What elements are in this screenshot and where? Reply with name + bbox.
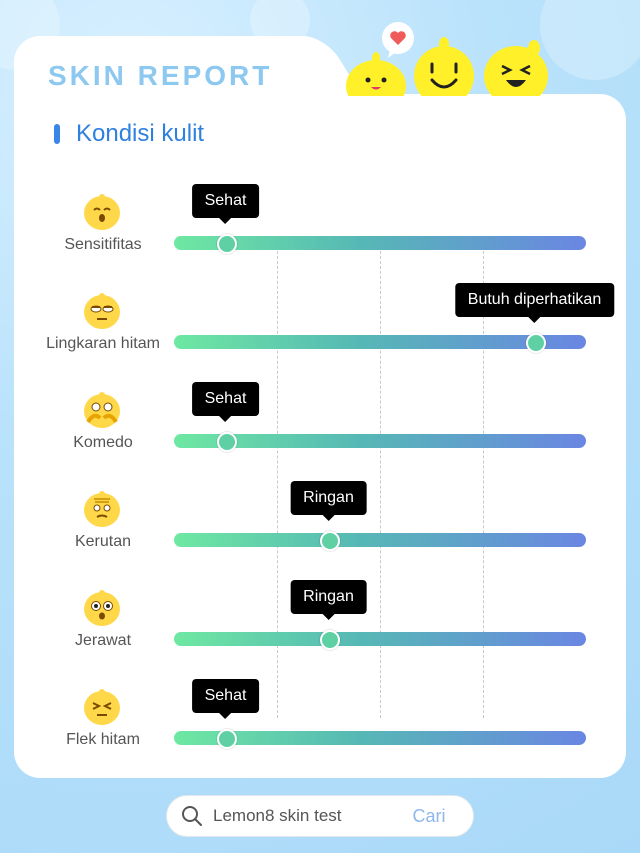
- search-button[interactable]: Cari: [385, 796, 473, 836]
- metric-slider-thumb: [319, 630, 340, 650]
- search-input[interactable]: Lemon8 skin test: [167, 796, 385, 836]
- metric-status-tooltip: Butuh diperhatikan: [454, 283, 615, 323]
- section-title: Kondisi kulit: [76, 120, 205, 147]
- tired-face-icon: [84, 293, 120, 329]
- metric-label: Jerawat: [74, 632, 132, 649]
- gridline-3: [483, 236, 484, 718]
- lemon-mascot-left-icon: [346, 52, 406, 96]
- wrinkled-face-icon: [84, 491, 120, 527]
- gridline-1: [277, 236, 278, 718]
- search-bar: Lemon8 skin test Cari: [166, 795, 474, 837]
- metric-status-tooltip: Sehat: [191, 679, 260, 719]
- search-icon: [182, 806, 202, 826]
- squinting-face-icon: [84, 689, 120, 725]
- smiling-face-icon: [84, 194, 120, 230]
- skin-metric-row: Jerawat Ringan: [0, 580, 640, 684]
- metric-slider-track: [174, 533, 586, 547]
- lemon-mascot-middle-icon: [414, 37, 474, 96]
- metric-slider-track: [174, 236, 586, 250]
- metric-label: Kerutan: [74, 533, 132, 550]
- skin-metric-row: Kerutan Ringan: [0, 481, 640, 585]
- metric-slider-thumb: [216, 234, 237, 254]
- metric-status-tooltip: Ringan: [290, 481, 367, 521]
- metric-status-tooltip: Sehat: [191, 184, 260, 224]
- gridline-2: [380, 236, 381, 718]
- search-query: Lemon8 skin test: [213, 806, 342, 825]
- skin-metric-row: Sensitifitas Sehat: [0, 184, 640, 288]
- metric-slider-track: [174, 632, 586, 646]
- hands-on-face-icon: [84, 392, 120, 428]
- metric-slider-thumb: [525, 333, 546, 353]
- metric-slider-thumb: [216, 432, 237, 452]
- skin-metric-row: Komedo Sehat: [0, 382, 640, 486]
- report-title: SKIN REPORT: [48, 60, 273, 91]
- section-marker: [54, 124, 60, 144]
- metric-slider-track: [174, 335, 586, 349]
- skin-metric-row: Flek hitam Sehat: [0, 679, 640, 783]
- metric-slider-thumb: [216, 729, 237, 749]
- metric-label: Sensitifitas: [64, 236, 142, 253]
- metric-label: Komedo: [73, 434, 133, 451]
- metric-status-tooltip: Sehat: [191, 382, 260, 422]
- metric-status-tooltip: Ringan: [290, 580, 367, 620]
- lemon-mascots-icon: [346, 22, 548, 96]
- lemon-mascot-right-icon: [484, 40, 548, 96]
- speech-heart-icon: [382, 22, 414, 58]
- metric-slider-track: [174, 731, 586, 745]
- metric-slider-track: [174, 434, 586, 448]
- metric-slider-thumb: [319, 531, 340, 551]
- metric-label: Flek hitam: [66, 731, 140, 748]
- metric-label: Lingkaran hitam: [46, 335, 160, 352]
- surprised-face-icon: [84, 590, 120, 626]
- skin-metric-row: Lingkaran hitam Butuh diperhatikan: [0, 283, 640, 387]
